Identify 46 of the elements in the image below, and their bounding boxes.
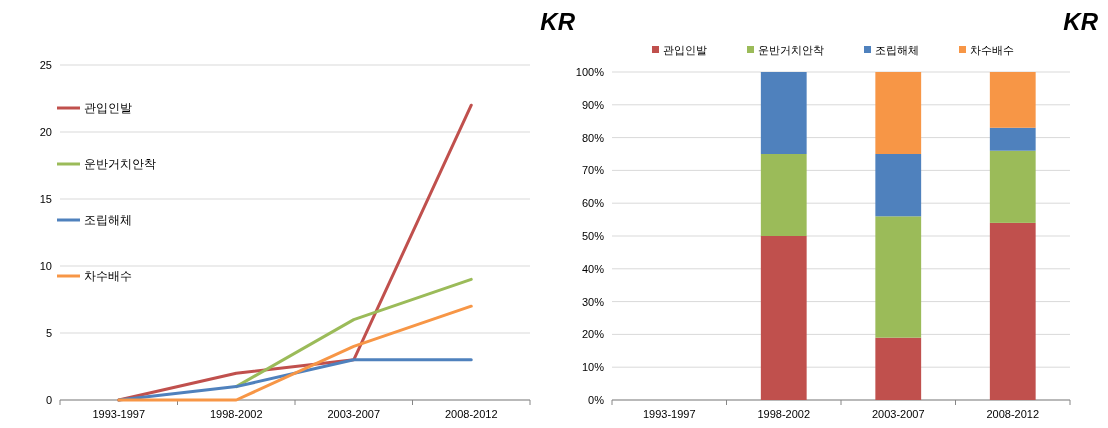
legend-label: 차수배수 <box>84 269 132 283</box>
y-tick-label: 60% <box>581 197 605 210</box>
bar <box>875 216 922 338</box>
chart-title: KR <box>540 8 576 35</box>
x-tick-label: 2003-2007 <box>871 408 925 420</box>
x-tick-label: 1993-1997 <box>642 408 696 420</box>
legend-label: 관입인발 <box>663 44 707 56</box>
y-tick-label: 50% <box>581 230 605 242</box>
y-tick-label: 0 <box>45 394 52 406</box>
bar <box>875 154 922 217</box>
y-tick-label: 90% <box>581 98 605 111</box>
y-tick-label: 40% <box>581 262 605 275</box>
y-tick-label: 30% <box>581 295 605 308</box>
y-tick-label: 10% <box>581 361 605 374</box>
legend-label: 운반거치안착 <box>84 157 156 171</box>
bar <box>760 72 807 154</box>
bar <box>875 72 922 154</box>
legend-label: 조립해체 <box>875 44 919 56</box>
y-tick-label: 100% <box>575 66 605 78</box>
y-tick-label: 70% <box>581 164 605 177</box>
y-tick-label: 15 <box>39 193 52 205</box>
y-tick-label: 20 <box>39 126 52 138</box>
bar <box>989 222 1036 400</box>
x-tick-label: 2008-2012 <box>986 408 1040 420</box>
y-tick-label: 0% <box>588 394 605 406</box>
y-tick-label: 80% <box>581 131 605 144</box>
chart-title: KR <box>1063 8 1099 35</box>
bar <box>875 337 922 400</box>
legend-label: 운반거치안착 <box>758 44 824 56</box>
legend-label: 차수배수 <box>970 44 1014 56</box>
y-tick-label: 10 <box>39 260 52 272</box>
y-tick-label: 20% <box>581 328 605 341</box>
y-tick-label: 5 <box>45 327 52 339</box>
bar <box>989 127 1036 151</box>
bar <box>760 236 807 400</box>
x-tick-label: 1998-2002 <box>757 408 811 420</box>
x-tick-label: 2008-2012 <box>444 408 498 420</box>
legend-label: 관입인발 <box>84 101 132 115</box>
x-tick-label: 1998-2002 <box>209 408 263 420</box>
bar <box>989 72 1036 128</box>
legend-label: 조립해체 <box>84 213 132 227</box>
x-tick-label: 1993-1997 <box>92 408 146 420</box>
bar <box>760 154 807 236</box>
x-tick-label: 2003-2007 <box>327 408 381 420</box>
bar <box>989 150 1036 223</box>
y-tick-label: 25 <box>39 59 52 71</box>
